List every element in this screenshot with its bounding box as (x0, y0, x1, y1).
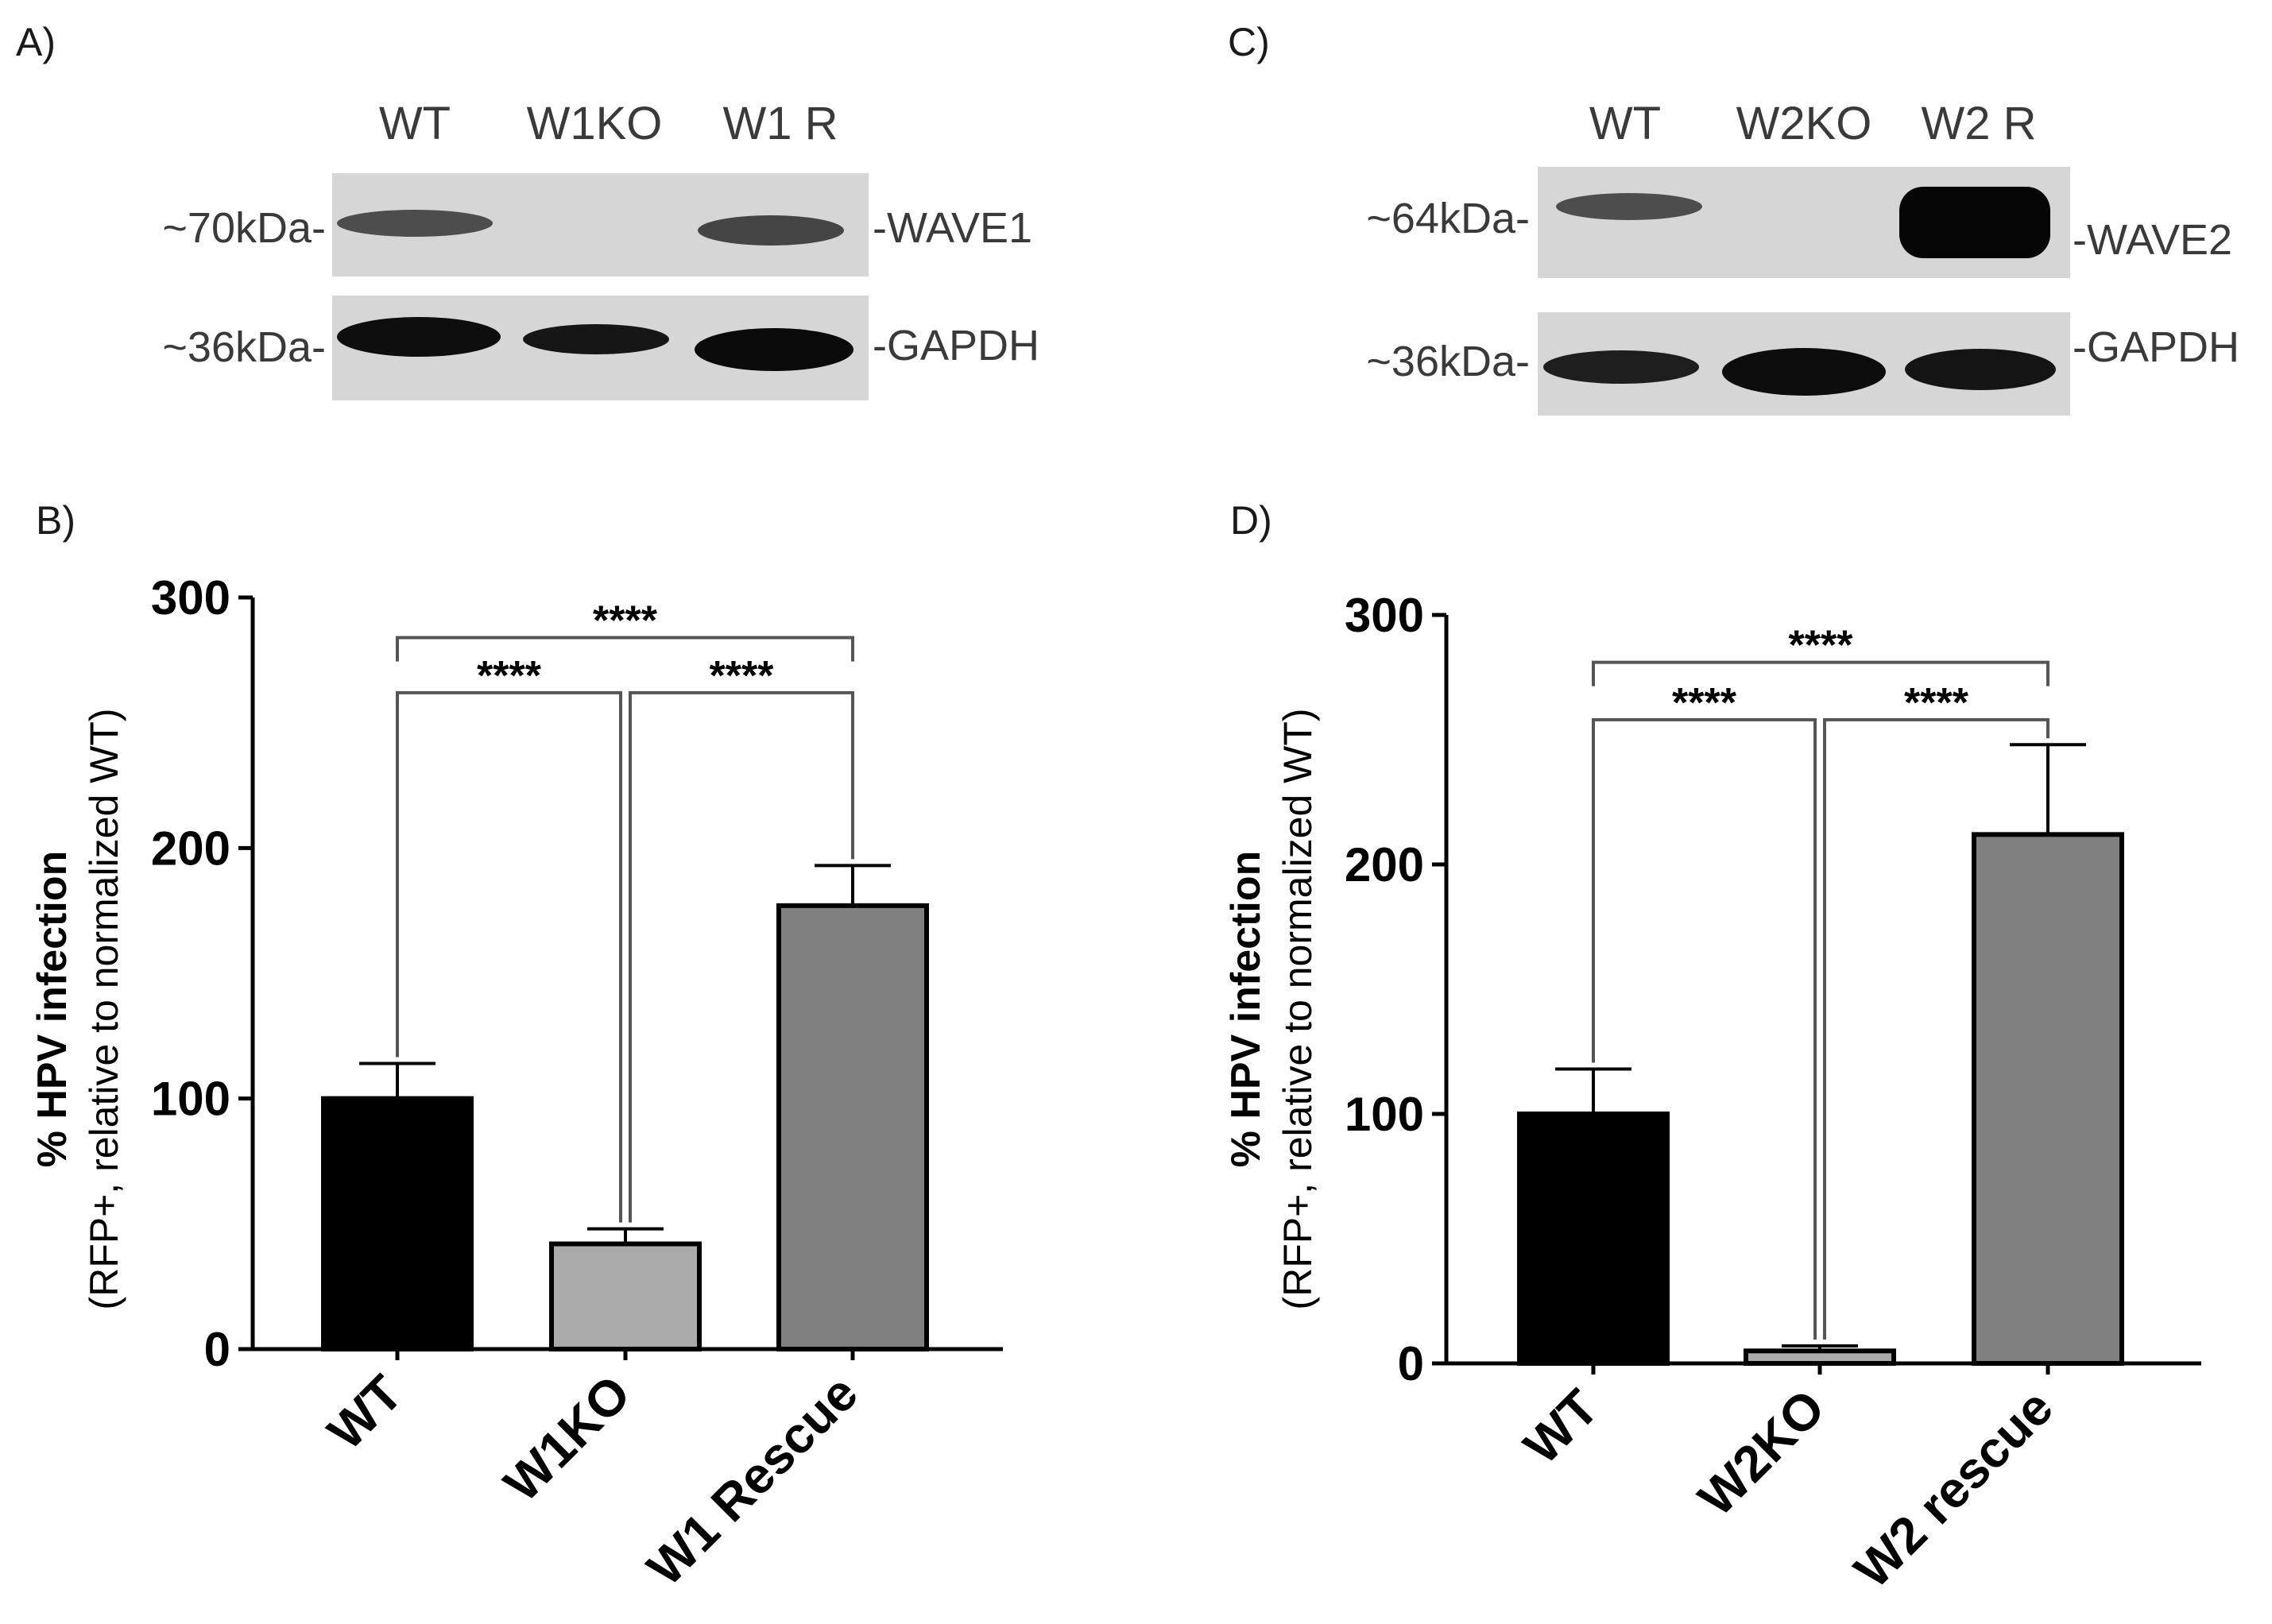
lane-label: W1KO (527, 98, 663, 149)
panel-b-chart: B) % HPV infection (RFP+, relative to no… (29, 498, 1003, 1596)
x-tick-label: W1KO (493, 1364, 641, 1513)
y-tick-label: 0 (204, 1323, 230, 1376)
y-tick-label: 200 (1345, 838, 1424, 891)
significance-label: **** (1789, 623, 1854, 669)
significance-label: **** (710, 653, 775, 699)
blot-band (1543, 350, 1699, 384)
significance-bracket (629, 690, 854, 1223)
panel-d-chart: D) % HPV infection (RFP+, relative to no… (1223, 498, 2201, 1599)
y-tick-label: 100 (1345, 1088, 1424, 1141)
protein-label: -WAVE2 (2073, 216, 2232, 264)
bar (321, 1096, 474, 1351)
mw-marker: ~70kDa- (162, 204, 326, 252)
significance-bracket (396, 636, 854, 662)
blot-band (337, 210, 493, 237)
y-axis-label: % HPV infection (1223, 851, 1269, 1168)
x-tick-label: WT (317, 1364, 413, 1460)
lane-label: W2 R (1922, 98, 2037, 149)
blot-band (337, 317, 501, 357)
protein-label: -WAVE1 (873, 204, 1032, 252)
significance-bracket (1823, 717, 2049, 1340)
y-tick-label: 200 (151, 822, 230, 875)
bar (1972, 832, 2124, 1366)
mw-marker: ~36kDa- (162, 323, 326, 371)
bar (776, 903, 929, 1351)
blot-band (695, 328, 853, 371)
x-tick-label: WT (1513, 1378, 1609, 1475)
y-axis-label: % HPV infection (29, 851, 75, 1168)
panel-b-label: B) (36, 498, 75, 543)
y-axis-sublabel: (RFP+, relative to normalized WT) (82, 708, 126, 1309)
blot-band (1722, 348, 1886, 396)
y-axis-title: % HPV infection (RFP+, relative to norma… (29, 708, 126, 1309)
significance-label: **** (1672, 680, 1737, 726)
bar (549, 1241, 702, 1352)
lane-label: WT (1589, 98, 1661, 149)
protein-label: -GAPDH (873, 322, 1039, 369)
protein-label: -GAPDH (2073, 323, 2239, 371)
x-tick-label: W2 rescue (1844, 1378, 2064, 1599)
significance-label: **** (593, 597, 658, 644)
y-axis-title: % HPV infection (RFP+, relative to norma… (1223, 708, 1320, 1309)
lane-label: WT (379, 98, 451, 149)
y-tick-label: 300 (1345, 589, 1424, 642)
blot-band (1556, 193, 1702, 220)
blot-band (523, 324, 669, 354)
significance-bracket (1592, 660, 2049, 686)
blot-band (1905, 349, 2056, 390)
bar (1517, 1112, 1670, 1366)
significance-label: **** (1904, 680, 1969, 726)
mw-marker: ~64kDa- (1366, 195, 1530, 242)
bar (1744, 1348, 1896, 1367)
panel-c: C) WT W2KO W2 R ~64kDa- -WAVE2 ~36kDa- -… (1228, 20, 2239, 416)
panel-a-label: A) (16, 20, 56, 64)
significance-bracket (396, 690, 622, 1223)
panel-a: A) WT W1KO W1 R ~70kDa- -WAVE1 ~36kDa- -… (16, 20, 1039, 400)
lane-label: W2KO (1736, 98, 1872, 149)
panel-c-label: C) (1228, 20, 1270, 64)
y-tick-label: 100 (151, 1073, 230, 1126)
mw-marker: ~36kDa- (1366, 338, 1530, 385)
y-axis-sublabel: (RFP+, relative to normalized WT) (1275, 708, 1320, 1309)
panel-d-label: D) (1230, 498, 1272, 543)
lane-label: W1 R (723, 98, 838, 149)
y-tick-label: 300 (151, 571, 230, 624)
blot-band (1899, 187, 2050, 258)
y-tick-label: 0 (1398, 1337, 1424, 1390)
significance-label: **** (477, 653, 542, 699)
significance-bracket (1592, 717, 1817, 1340)
x-tick-label: W1 Rescue (637, 1364, 869, 1596)
x-tick-label: W2KO (1687, 1378, 1836, 1527)
blot-band (698, 215, 844, 246)
